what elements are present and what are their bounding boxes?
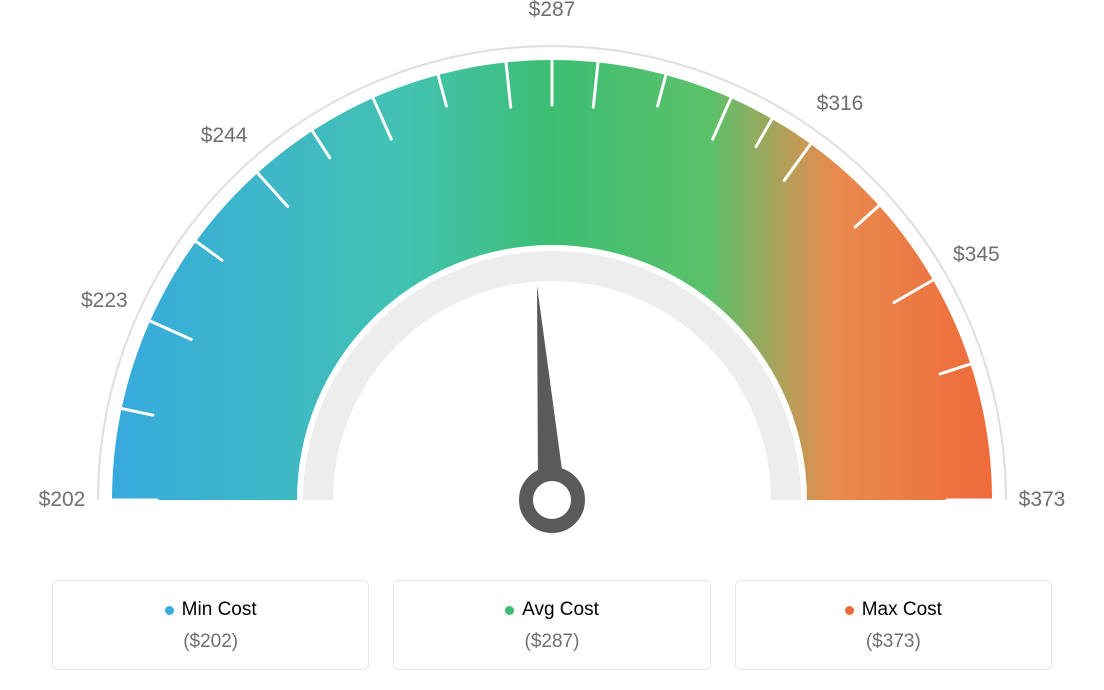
legend-value: ($202)	[63, 631, 358, 653]
legend-value: ($287)	[404, 631, 699, 653]
legend-title-avg: Avg Cost	[505, 599, 599, 621]
gauge-tick-label: $373	[1019, 488, 1066, 512]
gauge-tick-label: $223	[81, 289, 128, 313]
dot-icon	[505, 606, 514, 615]
legend-card-avg: Avg Cost ($287)	[393, 580, 710, 670]
legend-label: Avg Cost	[522, 599, 599, 621]
legend-value: ($373)	[746, 631, 1041, 653]
gauge-svg	[0, 0, 1104, 560]
gauge-tick-label: $244	[201, 124, 248, 148]
gauge-tick-label: $345	[953, 243, 1000, 267]
dot-icon	[845, 606, 854, 615]
legend-row: Min Cost ($202) Avg Cost ($287) Max Cost…	[52, 580, 1052, 670]
gauge-tick-label: $316	[817, 92, 864, 116]
gauge-tick-label: $287	[529, 0, 576, 22]
legend-title-min: Min Cost	[165, 599, 257, 621]
legend-card-max: Max Cost ($373)	[735, 580, 1052, 670]
legend-label: Max Cost	[862, 599, 942, 621]
legend-title-max: Max Cost	[845, 599, 942, 621]
gauge-chart: $202 $223 $244 $287 $316 $345 $373	[0, 0, 1104, 560]
dot-icon	[165, 606, 174, 615]
legend-label: Min Cost	[182, 599, 257, 621]
legend-card-min: Min Cost ($202)	[52, 580, 369, 670]
gauge-tick-label: $202	[39, 488, 86, 512]
